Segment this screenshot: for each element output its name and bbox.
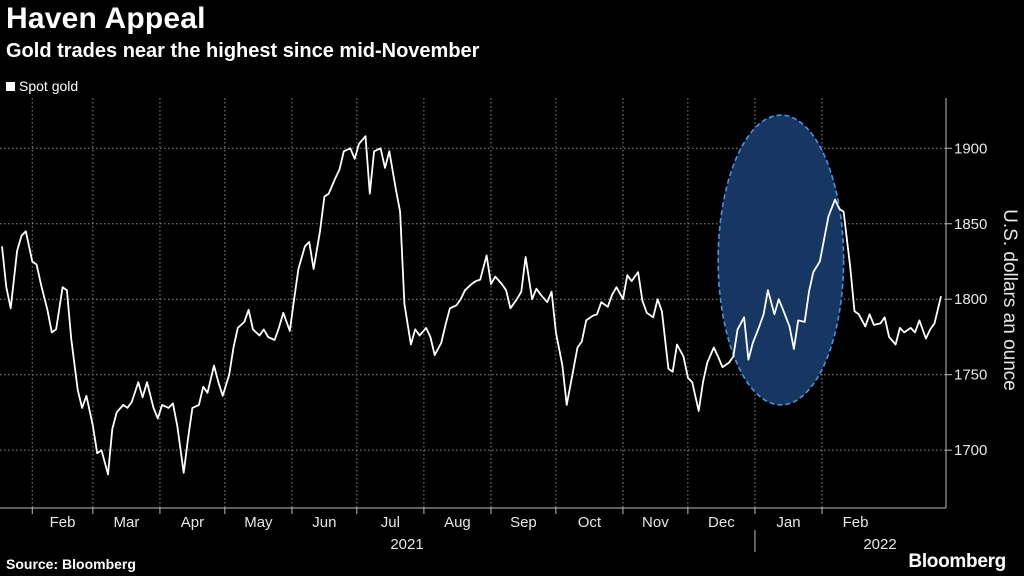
x-tick-label: Feb [843, 514, 869, 531]
legend: Spot gold [6, 78, 78, 94]
x-tick-label: Sep [510, 514, 537, 531]
x-tick-label: Feb [50, 514, 76, 531]
chart-subtitle: Gold trades near the highest since mid-N… [6, 40, 480, 62]
legend-swatch [6, 81, 15, 91]
y-tick-label: 1800 [954, 291, 987, 308]
chart-title: Haven Appeal [6, 2, 206, 35]
x-tick-label: Oct [578, 514, 602, 531]
x-tick-label: Jun [312, 514, 336, 531]
y-tick-label: 1700 [954, 442, 987, 459]
year-label-2021: 2021 [390, 536, 423, 553]
y-tick-label: 1900 [954, 140, 987, 157]
x-tick-label: May [244, 514, 273, 531]
x-tick-label: Mar [113, 514, 139, 531]
x-tick-label: Apr [181, 514, 204, 531]
x-tick-label: Aug [444, 514, 471, 531]
x-tick-label: Dec [708, 514, 735, 531]
x-tick-label: Nov [642, 514, 669, 531]
y-tick-label: 1750 [954, 367, 987, 384]
year-label-2022: 2022 [863, 536, 896, 553]
x-tick-label: Jan [776, 514, 800, 531]
y-axis-title: U.S. dollars an ounce [999, 209, 1020, 391]
bloomberg-logo: Bloomberg [908, 551, 1006, 572]
x-tick-label: Jul [381, 514, 400, 531]
y-tick-label: 1850 [954, 216, 987, 233]
source-note: Source: Bloomberg [6, 556, 136, 572]
series-line-spot-gold [1, 135, 942, 476]
highlight-ellipse [717, 114, 845, 406]
legend-label: Spot gold [19, 78, 79, 94]
